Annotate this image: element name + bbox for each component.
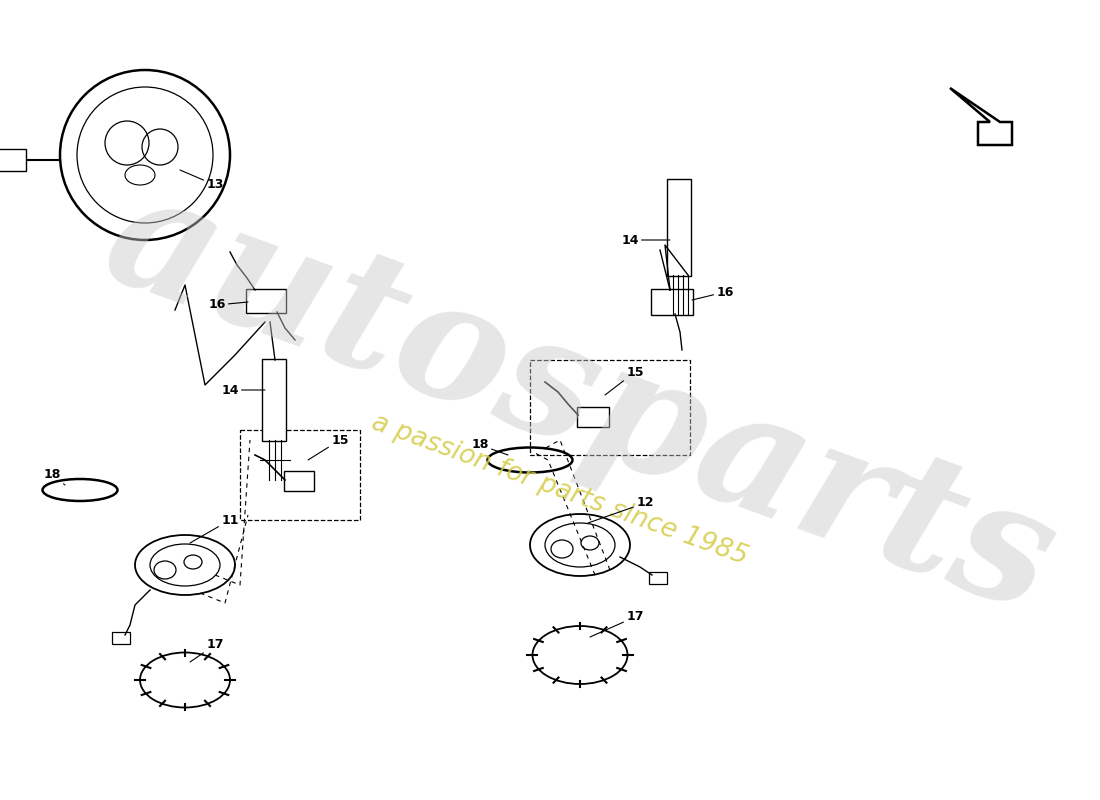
FancyBboxPatch shape xyxy=(649,572,667,584)
Text: 16: 16 xyxy=(208,298,248,311)
Text: 12: 12 xyxy=(588,497,653,523)
FancyBboxPatch shape xyxy=(112,632,130,644)
Text: 17: 17 xyxy=(590,610,644,637)
Text: 15: 15 xyxy=(605,366,643,395)
Text: 15: 15 xyxy=(308,434,349,460)
Text: 11: 11 xyxy=(190,514,239,543)
FancyBboxPatch shape xyxy=(0,149,26,171)
FancyBboxPatch shape xyxy=(651,289,693,315)
Text: 16: 16 xyxy=(692,286,734,300)
Text: 18: 18 xyxy=(43,469,65,485)
FancyBboxPatch shape xyxy=(578,407,609,427)
Text: 14: 14 xyxy=(621,234,670,246)
Bar xyxy=(240,430,360,520)
Text: 14: 14 xyxy=(221,383,265,397)
Text: 17: 17 xyxy=(190,638,223,662)
FancyBboxPatch shape xyxy=(667,179,691,276)
Bar xyxy=(530,360,690,455)
FancyBboxPatch shape xyxy=(284,471,314,491)
FancyBboxPatch shape xyxy=(262,359,286,441)
Text: 13: 13 xyxy=(180,170,223,191)
FancyBboxPatch shape xyxy=(246,289,286,313)
Text: a passion for parts since 1985: a passion for parts since 1985 xyxy=(368,410,751,570)
Text: autosparts: autosparts xyxy=(86,154,1075,646)
Text: 18: 18 xyxy=(471,438,508,455)
